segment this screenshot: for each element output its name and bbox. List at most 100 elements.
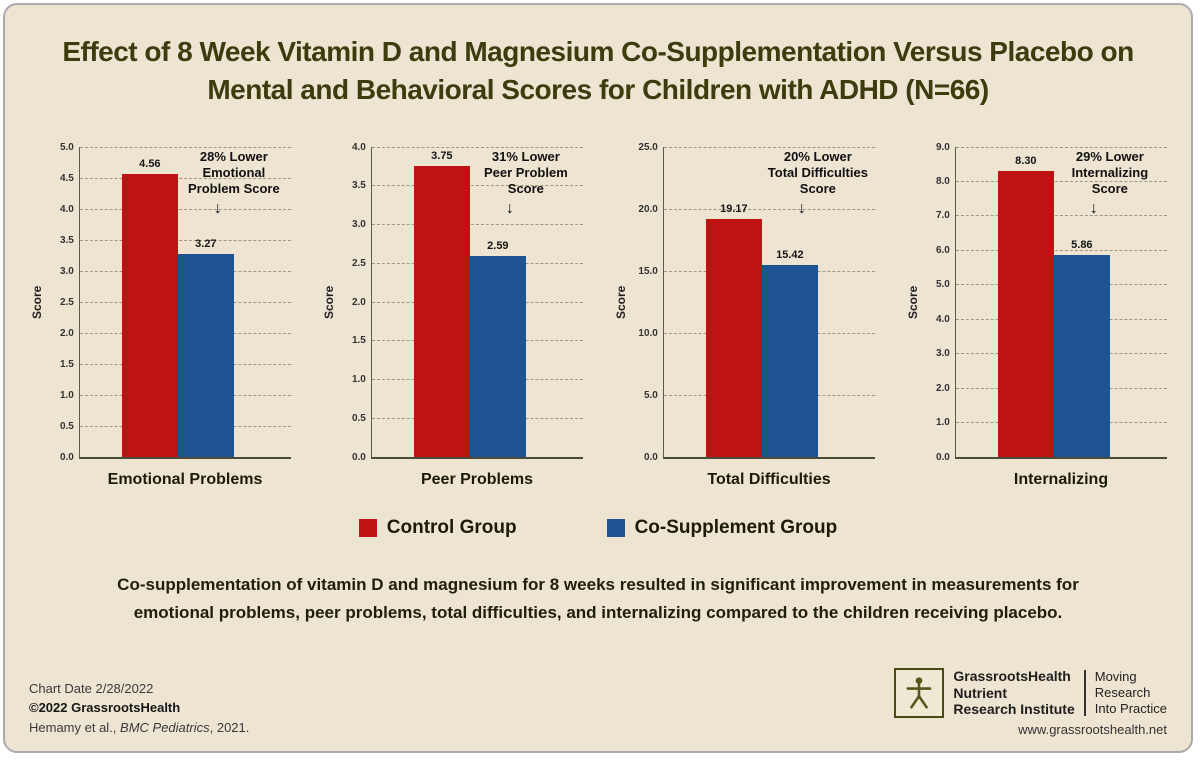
category-label: Total Difficulties bbox=[707, 470, 831, 488]
y-tick-label: 6.0 bbox=[935, 244, 950, 256]
footer: Chart Date 2/28/2022 ©2022 GrassrootsHea… bbox=[29, 668, 1167, 737]
y-axis-ticks: 9.0 8.0 7.0 6.0 5.0 4.0 3.0 2.0 1.0 0.0 bbox=[921, 142, 955, 463]
legend-label-control: Control Group bbox=[386, 516, 517, 538]
annotation-line: Score bbox=[507, 181, 544, 197]
y-tick-label: 3.0 bbox=[351, 219, 366, 231]
chart-panel-internalizing: Score 9.0 8.0 7.0 6.0 5.0 4.0 3.0 2.0 1.0 0.0 8.30 5… bbox=[905, 142, 1167, 489]
y-tick-label: 0.5 bbox=[351, 412, 366, 424]
gridline bbox=[663, 146, 875, 148]
infographic-card: Effect of 8 Week Vitamin D and Magnesium… bbox=[3, 3, 1193, 753]
bar-value-label: 2.59 bbox=[487, 239, 509, 252]
y-axis-title: Score bbox=[614, 284, 628, 319]
annotation-emotional-problems: 28% Lower Emotional Problem Score ↓ bbox=[178, 149, 290, 220]
chart-panel-peer-problems: Score 4.0 3.5 3.0 2.5 2.0 1.5 1.0 0.5 0.0 3.75 2.59… bbox=[321, 142, 583, 489]
org-name-line3: Research Institute bbox=[953, 701, 1075, 718]
y-tick-label: 20.0 bbox=[638, 203, 658, 215]
annotation-line: Internalizing bbox=[1071, 164, 1149, 180]
y-axis-ticks: 25.0 20.0 15.0 10.0 5.0 0.0 bbox=[629, 142, 663, 463]
y-tick-label: 0.0 bbox=[935, 451, 950, 463]
y-tick-label: 4.0 bbox=[59, 203, 74, 215]
down-arrow-icon: ↓ bbox=[505, 200, 514, 218]
annotation-line: Total Difficulties bbox=[767, 164, 868, 180]
y-tick-label: 1.0 bbox=[59, 389, 74, 401]
chart-panel-emotional-problems: Score 5.0 4.5 4.0 3.5 3.0 2.5 2.0 1.5 1.0 0.5 0.0 4.… bbox=[29, 142, 291, 489]
citation-authors: Hemamy et al., bbox=[29, 719, 121, 735]
plot-area-total-difficulties: 19.17 15.42 20% Lower Total Difficulties Sco… bbox=[662, 146, 875, 459]
y-tick-label: 9.0 bbox=[935, 141, 950, 153]
y-axis-title: Score bbox=[322, 284, 336, 319]
y-tick-label: 2.5 bbox=[59, 296, 74, 308]
logo-divider bbox=[1083, 670, 1086, 716]
y-tick-label: 0.0 bbox=[59, 451, 74, 463]
y-tick-label: 5.0 bbox=[643, 389, 658, 401]
y-tick-label: 0.0 bbox=[351, 451, 366, 463]
annotation-internalizing: 29% Lower Internalizing Score ↓ bbox=[1054, 149, 1166, 220]
chart-title-line1: Effect of 8 Week Vitamin D and Magnesium… bbox=[62, 36, 1134, 67]
annotation-total-difficulties: 20% Lower Total Difficulties Score ↓ bbox=[762, 149, 874, 220]
citation-year: , 2021. bbox=[209, 719, 250, 735]
y-tick-label: 7.0 bbox=[935, 210, 950, 222]
y-tick-label: 3.5 bbox=[59, 234, 74, 246]
annotation-line: Emotional bbox=[202, 164, 266, 180]
y-tick-label: 4.5 bbox=[59, 172, 74, 184]
y-tick-label: 4.0 bbox=[935, 313, 950, 325]
cosupplement-bar bbox=[1053, 254, 1110, 457]
bar-value-label: 4.56 bbox=[139, 157, 161, 170]
bar-value-label: 5.86 bbox=[1071, 238, 1093, 251]
gridline bbox=[371, 185, 583, 187]
gridline bbox=[955, 146, 1167, 148]
gridline bbox=[79, 208, 291, 210]
bar-value-label: 15.42 bbox=[776, 249, 804, 262]
y-tick-label: 2.0 bbox=[59, 327, 74, 339]
y-axis-title: Score bbox=[906, 284, 920, 319]
y-tick-label: 2.5 bbox=[351, 257, 366, 269]
y-tick-label: 2.0 bbox=[351, 296, 366, 308]
gridline bbox=[79, 239, 291, 241]
chart-date: Chart Date 2/28/2022 bbox=[29, 680, 154, 696]
y-tick-label: 1.5 bbox=[351, 335, 366, 347]
org-name-line1: GrassrootsHealth bbox=[953, 668, 1071, 685]
plot-area-peer-problems: 3.75 2.59 31% Lower Peer Problem Score ↓ bbox=[370, 146, 583, 459]
y-tick-label: 1.5 bbox=[59, 358, 74, 370]
legend: Control Group Co-Supplement Group bbox=[5, 517, 1191, 539]
bar-value-label: 8.30 bbox=[1015, 154, 1037, 167]
y-tick-label: 15.0 bbox=[638, 265, 658, 277]
legend-label-cosupplement: Co-Supplement Group bbox=[634, 516, 838, 538]
footer-branding: GrassrootsHealth Nutrient Research Insti… bbox=[894, 668, 1167, 737]
org-name-line2: Nutrient bbox=[953, 684, 1008, 701]
y-tick-label: 0.0 bbox=[643, 451, 658, 463]
category-label: Internalizing bbox=[1013, 470, 1109, 488]
bar-value-label: 3.75 bbox=[431, 149, 453, 162]
vitruvian-figure-icon bbox=[907, 677, 932, 709]
category-label: Emotional Problems bbox=[107, 470, 263, 488]
footer-credits: Chart Date 2/28/2022 ©2022 GrassrootsHea… bbox=[29, 679, 249, 738]
annotation-line: 20% Lower bbox=[783, 148, 852, 164]
down-arrow-icon: ↓ bbox=[797, 200, 806, 218]
website-url: www.grassrootshealth.net bbox=[1018, 722, 1167, 737]
bar-value-label: 19.17 bbox=[720, 202, 748, 215]
summary-caption-line2: emotional problems, peer problems, total… bbox=[133, 602, 1063, 622]
charts-row: Score 5.0 4.5 4.0 3.5 3.0 2.5 2.0 1.5 1.0 0.5 0.0 4.… bbox=[5, 142, 1191, 489]
org-tagline-line2: Research bbox=[1094, 685, 1151, 701]
down-arrow-icon: ↓ bbox=[1089, 200, 1098, 218]
gridline bbox=[955, 215, 1167, 217]
y-tick-label: 10.0 bbox=[638, 327, 658, 339]
cosupplement-swatch bbox=[606, 518, 625, 537]
org-tagline: Moving Research Into Practice bbox=[1095, 669, 1167, 717]
legend-item-control: Control Group bbox=[358, 516, 517, 539]
y-axis-title: Score bbox=[30, 284, 44, 319]
y-tick-label: 8.0 bbox=[935, 176, 950, 188]
y-tick-label: 5.0 bbox=[935, 279, 950, 291]
citation: Hemamy et al., BMC Pediatrics, 2021. bbox=[29, 718, 249, 738]
cosupplement-bar bbox=[469, 255, 526, 457]
annotation-line: 29% Lower bbox=[1075, 148, 1144, 164]
chart-area-total-difficulties: Score 25.0 20.0 15.0 10.0 5.0 0.0 19.17 15.42 20%… bbox=[613, 142, 875, 463]
y-tick-label: 3.0 bbox=[59, 265, 74, 277]
y-tick-label: 2.0 bbox=[935, 382, 950, 394]
gridline bbox=[663, 208, 875, 210]
cosupplement-bar bbox=[177, 253, 234, 457]
control-swatch bbox=[358, 518, 377, 537]
chart-title: Effect of 8 Week Vitamin D and Magnesium… bbox=[5, 33, 1191, 109]
gridline bbox=[955, 181, 1167, 183]
gridline bbox=[955, 249, 1167, 251]
